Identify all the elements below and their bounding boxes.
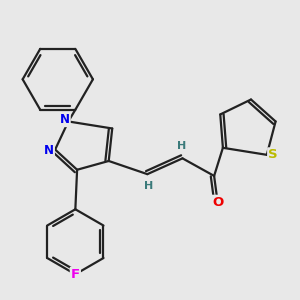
Text: H: H (177, 141, 186, 151)
Text: S: S (268, 148, 278, 161)
Text: F: F (71, 268, 80, 281)
Text: N: N (60, 113, 70, 126)
Text: O: O (212, 196, 223, 209)
Text: H: H (144, 182, 153, 191)
Text: N: N (44, 144, 54, 157)
